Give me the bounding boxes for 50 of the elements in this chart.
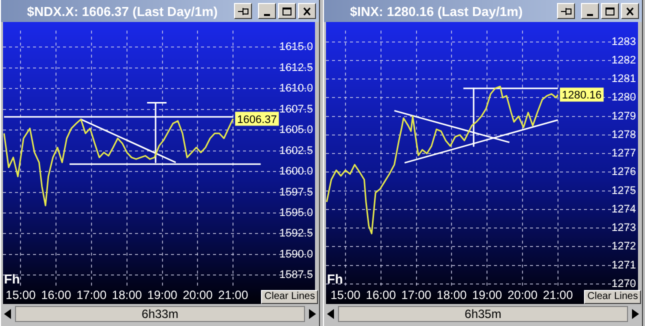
y-tick-label: 1275 — [612, 184, 636, 197]
chart-title: $INX: 1280.16 (Last Day/1m) — [350, 4, 524, 18]
y-tick-label: 1590.0 — [279, 248, 313, 260]
y-tick-label: 1270 — [612, 278, 636, 290]
annotation: Fh — [327, 272, 343, 287]
y-tick-label: 1276 — [612, 166, 636, 178]
y-tick-label: 1273 — [612, 222, 636, 234]
text: 6h33m — [15, 306, 305, 322]
text: Clear Lines — [261, 290, 318, 304]
y-tick-label: 1602.5 — [279, 144, 313, 157]
y-tick-label: 1595.0 — [279, 207, 313, 220]
x-tick-label: 15:00 — [330, 288, 361, 302]
y-tick-label: 1592.5 — [279, 228, 313, 240]
y-tick-label: 1587.5 — [279, 269, 313, 282]
y-tick-label: 1274 — [612, 203, 636, 216]
x-tick-label: 20:00 — [507, 288, 538, 302]
y-tick-label: 1610.0 — [279, 82, 313, 95]
y-tick-label: 1272 — [612, 240, 636, 253]
text: Clear Lines — [584, 290, 641, 304]
y-tick-label: 1271 — [612, 259, 636, 272]
y-tick-label: 1600.0 — [279, 166, 313, 178]
y-tick-label: 1281 — [612, 73, 636, 86]
text: 6h35m — [338, 306, 628, 322]
x-tick-label: 17:00 — [401, 288, 432, 302]
y-tick-label: 1612.5 — [279, 62, 313, 74]
x-tick-label: 15:00 — [6, 288, 36, 302]
y-tick-label: 1280 — [612, 92, 636, 104]
y-tick-label: 1277 — [612, 148, 636, 160]
x-tick-label: 18:00 — [436, 288, 468, 302]
x-tick-label: 19:00 — [472, 288, 502, 302]
x-tick-label: 21:00 — [218, 288, 248, 302]
annotation: 1606.37 — [237, 114, 277, 126]
x-tick-label: 20:00 — [182, 288, 214, 302]
annotation: Fh — [4, 272, 20, 287]
y-tick-label: 1605.0 — [279, 124, 313, 136]
y-tick-label: 1615.0 — [279, 41, 313, 54]
x-tick-label: 16:00 — [41, 288, 72, 302]
annotation: 1280.16 — [562, 90, 602, 102]
y-tick-label: 1278 — [612, 128, 636, 141]
y-tick-label: 1282 — [612, 54, 636, 66]
x-tick-label: 21:00 — [542, 288, 574, 302]
y-tick-label: 1607.5 — [279, 103, 313, 116]
y-tick-label: 1279 — [612, 110, 636, 122]
x-tick-label: 19:00 — [147, 288, 178, 302]
y-tick-label: 1597.5 — [279, 186, 313, 198]
x-tick-label: 16:00 — [366, 288, 396, 302]
x-tick-label: 17:00 — [76, 288, 107, 302]
chart-title: $NDX.X: 1606.37 (Last Day/1m) — [27, 4, 219, 18]
x-tick-label: 18:00 — [112, 288, 142, 302]
y-tick-label: 1283 — [612, 36, 636, 48]
